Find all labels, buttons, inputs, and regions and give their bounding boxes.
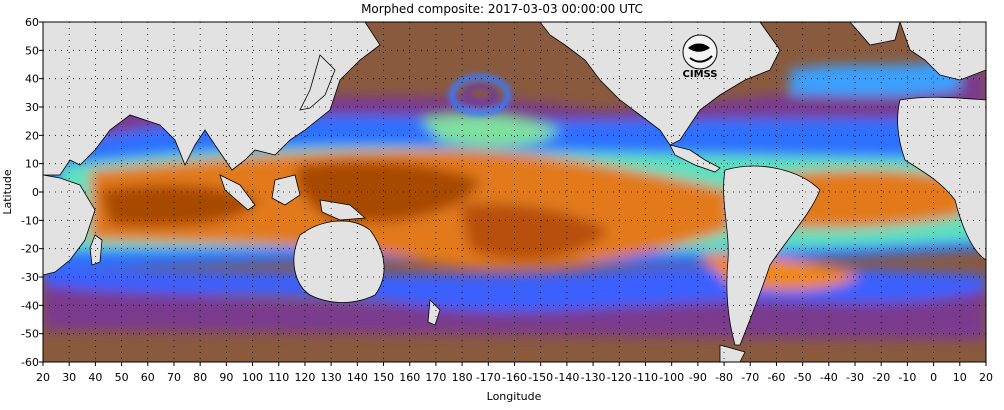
x-tick-label: 0 [930,371,937,384]
x-tick-label: -100 [659,371,684,384]
x-tick-label: -10 [898,371,916,384]
x-tick-label: 20 [979,371,993,384]
land-madagascar [89,234,103,266]
x-tick-label: 150 [373,371,394,384]
y-tick-labels: 60 50 40 30 20 10 0 -10 -20 -30 -40 -50 -60 [21,16,39,369]
x-tick-label: 90 [219,371,233,384]
land-europe-africa [899,22,986,81]
land-sumatra [219,174,256,211]
land-japan [299,54,336,111]
x-tick-label: -120 [607,371,632,384]
land-australia [293,220,385,303]
y-tick-label: 30 [25,101,39,114]
x-tick-label: 10 [953,371,967,384]
cimss-logo-text: CIMSS [683,69,718,80]
y-tick-label: -30 [21,271,39,284]
x-axis-title: Longitude [487,390,542,403]
y-tick-label: 60 [25,16,39,29]
land-west-africa [897,96,986,261]
x-tick-label: 110 [268,371,289,384]
land-greenland [849,22,901,46]
land-newzealand [427,299,441,326]
cimss-logo: CIMSS [682,34,718,80]
x-tick-labels: 20 30 40 50 60 70 80 90 100 110 120 130 140 150 160 170… [36,371,993,384]
x-tick-label: -20 [872,371,890,384]
land-antarctica-tip [719,344,746,362]
x-tick-label: -140 [554,371,579,384]
x-tick-label: 60 [141,371,155,384]
y-tick-label: 10 [25,158,39,171]
x-tick-label: 80 [193,371,207,384]
x-tick-label: -130 [581,371,606,384]
x-tick-label: -110 [633,371,658,384]
cyclone-swirl [449,74,511,116]
land-south-america [723,165,821,346]
x-tick-label: -70 [741,371,759,384]
x-tick-label: 120 [294,371,315,384]
y-tick-label: -10 [21,214,39,227]
map-field [43,22,986,362]
y-tick-label: -60 [21,356,39,369]
y-tick-label: 40 [25,73,39,86]
x-tick-label: 170 [425,371,446,384]
land-eurasia [43,22,381,176]
x-tick-label: -50 [794,371,812,384]
y-tick-label: 20 [25,129,39,142]
y-axis-title: Latitude [1,169,14,215]
x-tick-label: 20 [36,371,50,384]
y-tick-label: -40 [21,299,39,312]
x-tick-label: 30 [62,371,76,384]
x-tick-label: 180 [452,371,473,384]
x-tick-label: -30 [846,371,864,384]
x-tick-label: -80 [715,371,733,384]
x-tick-label: 140 [347,371,368,384]
y-tick-label: 0 [32,186,39,199]
x-tick-label: 70 [167,371,181,384]
x-tick-label: 40 [88,371,102,384]
land-africa [43,174,96,276]
land-north-america [539,22,781,146]
y-tick-label: 50 [25,44,39,57]
x-tick-label: -160 [502,371,527,384]
y-tick-label: -50 [21,328,39,341]
x-tick-label: -60 [767,371,785,384]
axis-ticks [39,21,987,366]
x-tick-label: -40 [820,371,838,384]
y-tick-label: -20 [21,243,39,256]
land-borneo [271,174,301,206]
x-tick-label: 160 [399,371,420,384]
x-tick-label: -150 [528,371,553,384]
x-tick-label: 100 [242,371,263,384]
x-tick-label: 50 [115,371,129,384]
x-tick-label: -170 [476,371,501,384]
x-tick-label: 130 [321,371,342,384]
x-tick-label: -90 [689,371,707,384]
map-title: Morphed composite: 2017-03-03 00:00:00 U… [361,2,643,16]
land-masses [43,22,986,362]
land-central-america [669,144,721,173]
